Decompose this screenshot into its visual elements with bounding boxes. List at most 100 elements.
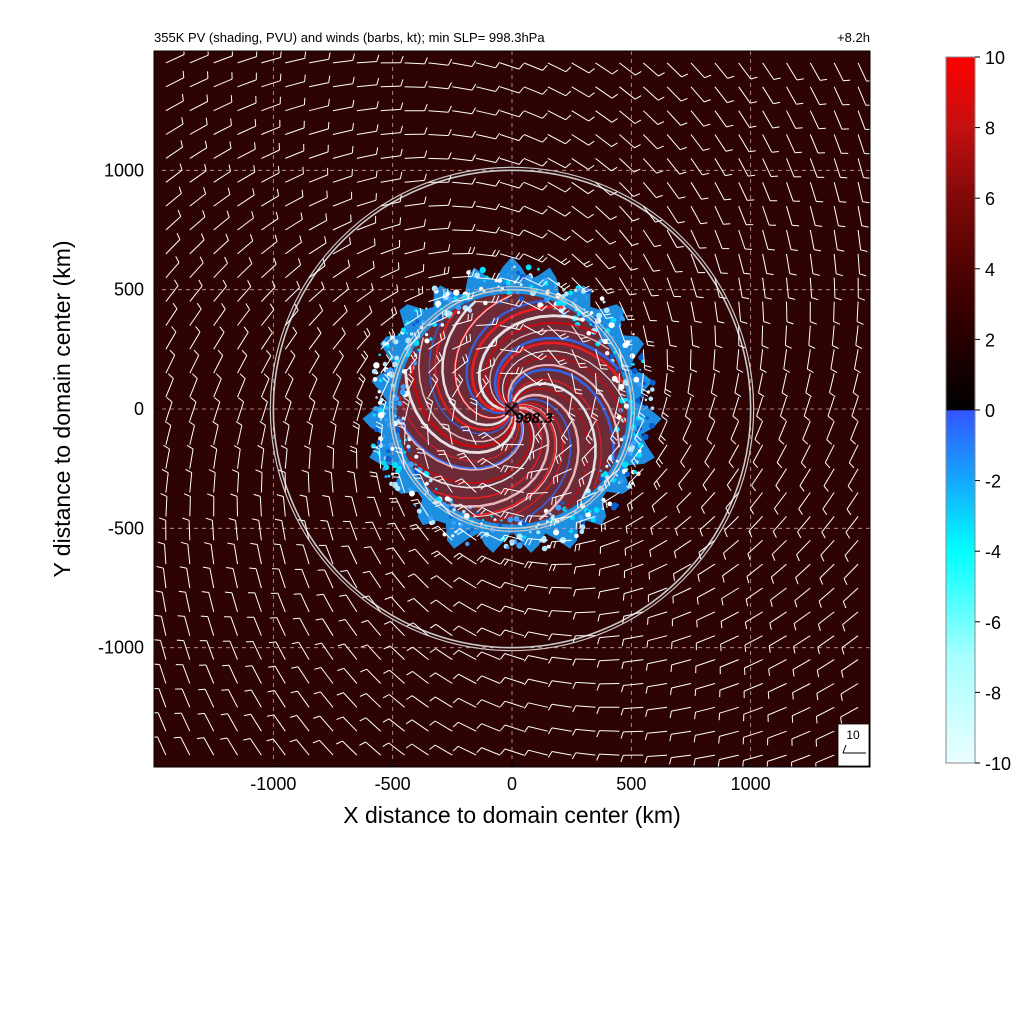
wind-barb bbox=[642, 134, 658, 150]
wind-barb bbox=[762, 301, 765, 322]
core-speck bbox=[446, 503, 450, 508]
wind-barb bbox=[322, 594, 334, 613]
wind-barb bbox=[806, 349, 811, 370]
wind-barb bbox=[754, 420, 764, 440]
wind-barb-flag bbox=[587, 189, 595, 195]
wind-barb-flag bbox=[808, 344, 816, 349]
wind-barb-flag bbox=[226, 567, 234, 569]
core-speck bbox=[536, 530, 541, 535]
wind-barb bbox=[458, 673, 477, 684]
wind-barb bbox=[380, 246, 400, 255]
wind-barb-flag bbox=[495, 61, 501, 69]
wind-barb bbox=[527, 492, 548, 495]
core-speck bbox=[638, 354, 645, 361]
wind-barb bbox=[404, 314, 422, 326]
core-speck bbox=[384, 406, 388, 410]
wind-barb-flag bbox=[337, 667, 345, 672]
wind-barb-flag bbox=[313, 691, 321, 695]
wind-barb bbox=[802, 420, 811, 440]
wind-barb bbox=[578, 468, 596, 481]
wind-barb bbox=[547, 372, 557, 392]
wind-barb-flag bbox=[664, 388, 672, 393]
wind-barb bbox=[504, 558, 525, 565]
wind-barb-flag bbox=[500, 511, 505, 518]
wind-barb-flag bbox=[553, 518, 557, 526]
core-speck bbox=[625, 468, 629, 471]
wind-barb-flag bbox=[641, 392, 649, 397]
wind-barb-flag bbox=[429, 744, 436, 750]
wind-barb-flag bbox=[266, 738, 274, 742]
wind-barb bbox=[181, 688, 191, 708]
min-slp-marker: 998.3 bbox=[504, 402, 553, 427]
wind-barb bbox=[261, 309, 275, 326]
wind-barb bbox=[157, 736, 167, 756]
colorbar-tick-label: 2 bbox=[985, 330, 995, 350]
core-speck bbox=[635, 397, 641, 404]
core-speck bbox=[601, 497, 606, 502]
wind-barb-flag bbox=[358, 377, 364, 383]
wind-barb bbox=[285, 241, 302, 255]
wind-barb-flag bbox=[436, 450, 444, 452]
wind-barb-flag bbox=[191, 373, 198, 379]
wind-barb bbox=[165, 77, 185, 88]
wind-barb bbox=[452, 157, 473, 162]
wind-barb bbox=[575, 705, 596, 708]
wind-barb bbox=[623, 706, 644, 710]
wind-barb bbox=[618, 325, 626, 345]
wind-barb-flag bbox=[441, 423, 449, 426]
wind-barb bbox=[743, 754, 763, 761]
wind-barb bbox=[680, 444, 692, 463]
wind-barb-flag bbox=[406, 670, 413, 676]
wind-barb bbox=[595, 181, 612, 196]
wind-barb bbox=[575, 587, 596, 591]
wind-barb-flag bbox=[297, 519, 305, 522]
x-tick-label: 500 bbox=[616, 774, 646, 794]
wind-barb-flag bbox=[529, 493, 533, 501]
wind-barb-flag bbox=[611, 69, 619, 75]
wind-barb-flag bbox=[471, 83, 477, 91]
wind-barb bbox=[404, 156, 425, 159]
wind-barb bbox=[623, 635, 644, 640]
wind-barb bbox=[827, 396, 835, 417]
wind-barb-flag bbox=[634, 95, 642, 100]
wind-barb-flag bbox=[672, 320, 680, 323]
wind-barb-flag bbox=[703, 99, 711, 103]
wind-barb-flag bbox=[644, 733, 648, 741]
core-speck bbox=[604, 328, 611, 334]
wind-barb-flag bbox=[791, 715, 794, 723]
wind-barb-flag bbox=[608, 265, 616, 270]
wind-barb-flag bbox=[408, 373, 414, 380]
wind-barb-flag bbox=[767, 691, 770, 699]
wind-barb-flag bbox=[518, 134, 524, 141]
wind-barb bbox=[714, 62, 728, 79]
wind-barb bbox=[618, 277, 631, 296]
wind-barb-flag bbox=[205, 117, 208, 125]
wind-barb bbox=[738, 301, 742, 322]
wind-barb-flag bbox=[549, 541, 553, 549]
wind-barb-flag bbox=[515, 367, 520, 374]
wind-barb bbox=[275, 641, 286, 660]
wind-barb-flag bbox=[605, 500, 608, 508]
wind-barb-flag bbox=[465, 353, 469, 361]
wind-barb-flag bbox=[495, 132, 501, 140]
wind-barb-flag bbox=[375, 421, 383, 426]
wind-barb bbox=[676, 492, 692, 508]
wind-barb-flag bbox=[416, 310, 419, 318]
wind-barb-flag bbox=[524, 608, 529, 615]
core-speck bbox=[451, 520, 456, 526]
wind-barb-flag bbox=[352, 421, 360, 426]
y-tick-label: 0 bbox=[134, 399, 144, 419]
wind-barb-flag bbox=[656, 480, 661, 488]
wind-barb-flag bbox=[829, 392, 836, 398]
wind-barb bbox=[762, 62, 775, 80]
wind-barb-flag bbox=[848, 462, 855, 469]
wind-barb-flag bbox=[541, 305, 548, 311]
core-speck bbox=[632, 470, 637, 474]
wind-barb-flag bbox=[482, 378, 487, 385]
wind-barb bbox=[351, 496, 358, 517]
wind-barb bbox=[252, 641, 262, 660]
wind-barb bbox=[774, 492, 787, 509]
wind-barb bbox=[237, 355, 248, 374]
wind-barb bbox=[738, 110, 750, 128]
wind-barb-flag bbox=[471, 130, 476, 138]
